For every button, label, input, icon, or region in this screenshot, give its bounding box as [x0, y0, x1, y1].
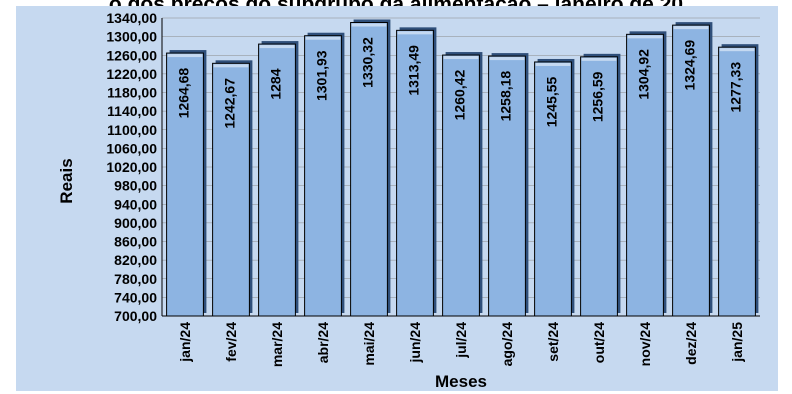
bar-highlight — [168, 54, 203, 57]
y-tick-label: 1260,00 — [106, 47, 157, 63]
x-tick-label: jun/24 — [407, 322, 423, 364]
bar-highlight — [536, 63, 571, 66]
data-label: 1301,93 — [314, 50, 330, 101]
bar-highlight — [214, 64, 249, 67]
x-tick-label: mar/24 — [269, 322, 285, 367]
chart-panel: 700,00 740,00 780,00 820,00 860,00 900,00 940,… — [16, 6, 778, 391]
y-axis-title: Reais — [57, 158, 76, 203]
data-label: 1330,32 — [360, 37, 376, 88]
x-tick-label: abr/24 — [315, 322, 331, 363]
bar-highlight — [444, 56, 479, 59]
y-tick-label: 1300,00 — [106, 29, 157, 45]
bar-highlight — [582, 58, 617, 61]
bar-highlight — [720, 48, 755, 51]
y-tick-label: 740,00 — [114, 289, 157, 305]
bar-highlight — [674, 26, 709, 29]
y-tick-label: 1180,00 — [107, 85, 157, 101]
y-tick-label: 820,00 — [114, 252, 157, 268]
x-tick-label: mai/24 — [361, 322, 377, 366]
x-tick-label: dez/24 — [683, 322, 699, 365]
x-tick-label: jan/24 — [177, 322, 193, 363]
bar-highlight — [628, 35, 663, 38]
data-label: 1277,33 — [728, 62, 744, 113]
bar-highlight — [490, 57, 525, 60]
data-label: 1324,69 — [682, 40, 698, 91]
y-tick-label: 1340,00 — [106, 10, 157, 26]
x-tick-label: fev/24 — [223, 322, 239, 362]
y-tick-label: 1140,00 — [107, 103, 157, 119]
y-tick-label: 780,00 — [114, 271, 157, 287]
data-label: 1258,18 — [498, 71, 514, 122]
y-tick-label: 1020,00 — [106, 159, 157, 175]
bar-highlight — [306, 37, 341, 40]
x-tick-label: jan/25 — [729, 322, 745, 363]
y-tick-label: 900,00 — [114, 215, 157, 231]
bar-highlight — [352, 24, 387, 27]
data-label: 1313,49 — [406, 45, 422, 96]
x-tick-label: jul/24 — [453, 322, 469, 359]
y-tick-label: 940,00 — [114, 196, 157, 212]
data-label: 1304,92 — [636, 49, 652, 100]
y-tick-label: 1100,00 — [107, 122, 157, 138]
x-tick-label: ago/24 — [499, 322, 515, 367]
y-tick-label: 700,00 — [114, 308, 157, 324]
y-tick-label: 980,00 — [114, 178, 157, 194]
data-label: 1264,68 — [176, 68, 192, 119]
y-tick-label: 860,00 — [114, 234, 157, 250]
data-label: 1260,42 — [452, 70, 468, 121]
y-tick-label: 1060,00 — [106, 140, 157, 156]
x-tick-label: out/24 — [591, 322, 607, 363]
bar-chart: 700,00 740,00 780,00 820,00 860,00 900,00 940,… — [16, 6, 778, 391]
data-label: 1284 — [268, 68, 284, 99]
x-tick-label: nov/24 — [637, 322, 653, 367]
data-label: 1245,55 — [544, 76, 560, 127]
bar-highlight — [398, 31, 433, 34]
data-label: 1256,59 — [590, 71, 606, 122]
bar-highlight — [260, 45, 295, 48]
x-tick-label: set/24 — [545, 322, 561, 362]
data-label: 1242,67 — [222, 78, 238, 129]
x-axis-title: Meses — [435, 372, 487, 391]
y-tick-label: 1220,00 — [106, 66, 157, 82]
